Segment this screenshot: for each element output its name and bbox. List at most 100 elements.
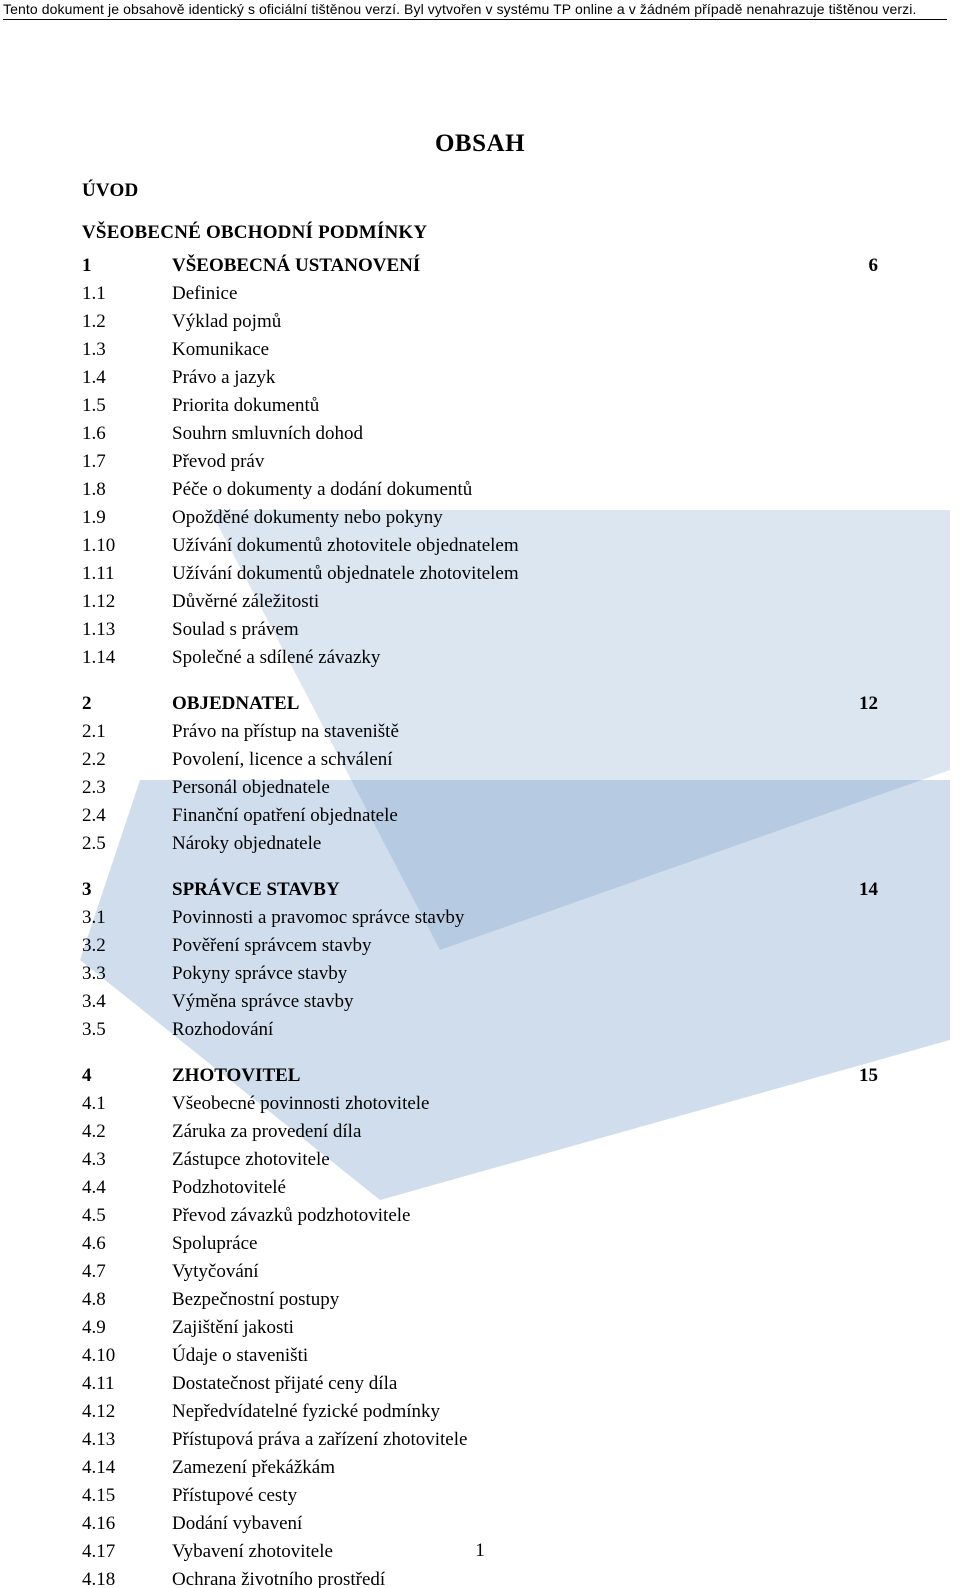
toc-item: 1.5Priorita dokumentů	[82, 392, 878, 420]
toc-item-label: Ochrana životního prostředí	[172, 1566, 838, 1588]
toc-item-label: Převod práv	[172, 448, 838, 476]
toc-item-label: Nároky objednatele	[172, 830, 838, 858]
toc-section-header: 1VŠEOBECNÁ USTANOVENÍ6	[82, 252, 878, 280]
toc-item: 4.11Dostatečnost přijaté ceny díla	[82, 1370, 878, 1398]
toc-item-label: Souhrn smluvních dohod	[172, 420, 838, 448]
toc-item-num: 4.7	[82, 1258, 172, 1286]
toc-item: 4.14Zamezení překážkám	[82, 1454, 878, 1482]
toc-item-label: Péče o dokumenty a dodání dokumentů	[172, 476, 838, 504]
toc-item: 4.9Zajištění jakosti	[82, 1314, 878, 1342]
content: OBSAH ÚVOD VŠEOBECNÉ OBCHODNÍ PODMÍNKY 1…	[0, 130, 960, 1588]
toc-item-label: Užívání dokumentů zhotovitele objednatel…	[172, 532, 838, 560]
toc-item-num: 1.14	[82, 644, 172, 672]
toc-item-label: Soulad s právem	[172, 616, 838, 644]
toc-item: 1.1Definice	[82, 280, 878, 308]
toc-item-num: 1.10	[82, 532, 172, 560]
toc-item-num: 4.10	[82, 1342, 172, 1370]
toc-page: 15	[838, 1062, 878, 1090]
toc-item-num: 1.8	[82, 476, 172, 504]
toc-item-label: Nepředvídatelné fyzické podmínky	[172, 1398, 838, 1426]
toc-item: 4.3Zástupce zhotovitele	[82, 1146, 878, 1174]
sub-heading: VŠEOBECNÉ OBCHODNÍ PODMÍNKY	[82, 222, 878, 244]
toc-item-label: Důvěrné záležitosti	[172, 588, 838, 616]
toc-item: 3.4Výměna správce stavby	[82, 988, 878, 1016]
toc-item-label: Komunikace	[172, 336, 838, 364]
toc-item-num: 4.17	[82, 1538, 172, 1566]
toc-item-label: Finanční opatření objednatele	[172, 802, 838, 830]
toc-item-num: 4.13	[82, 1426, 172, 1454]
toc-item-num: 4.14	[82, 1454, 172, 1482]
toc-item-label: Pokyny správce stavby	[172, 960, 838, 988]
toc-title: SPRÁVCE STAVBY	[172, 876, 838, 904]
toc-item-label: Výklad pojmů	[172, 308, 838, 336]
toc-item: 1.3Komunikace	[82, 336, 878, 364]
toc-title: OBJEDNATEL	[172, 690, 838, 718]
toc-item: 4.5Převod závazků podzhotovitele	[82, 1202, 878, 1230]
toc-item: 1.9Opožděné dokumenty nebo pokyny	[82, 504, 878, 532]
toc-section: 2OBJEDNATEL122.1Právo na přístup na stav…	[82, 690, 878, 858]
toc-item: 1.2Výklad pojmů	[82, 308, 878, 336]
toc-item-label: Výměna správce stavby	[172, 988, 838, 1016]
toc-item: 3.5Rozhodování	[82, 1016, 878, 1044]
toc-item-num: 1.6	[82, 420, 172, 448]
toc-item-label: Pověření správcem stavby	[172, 932, 838, 960]
toc-item-num: 4.1	[82, 1090, 172, 1118]
toc-item-num: 4.12	[82, 1398, 172, 1426]
toc-item-label: Všeobecné povinnosti zhotovitele	[172, 1090, 838, 1118]
toc-item-num: 3.5	[82, 1016, 172, 1044]
toc-num: 4	[82, 1062, 172, 1090]
toc-item-label: Povinnosti a pravomoc správce stavby	[172, 904, 838, 932]
toc-item: 4.16Dodání vybavení	[82, 1510, 878, 1538]
toc-item: 2.1Právo na přístup na staveniště	[82, 718, 878, 746]
toc-item: 4.2Záruka za provedení díla	[82, 1118, 878, 1146]
toc-item: 2.2Povolení, licence a schválení	[82, 746, 878, 774]
toc-item: 2.5Nároky objednatele	[82, 830, 878, 858]
toc-item-label: Spolupráce	[172, 1230, 838, 1258]
toc-item-num: 1.9	[82, 504, 172, 532]
toc-item-label: Právo na přístup na staveniště	[172, 718, 838, 746]
toc-item-label: Převod závazků podzhotovitele	[172, 1202, 838, 1230]
toc-item-label: Přístupové cesty	[172, 1482, 838, 1510]
toc-item-label: Přístupová práva a zařízení zhotovitele	[172, 1426, 838, 1454]
toc-item-num: 1.7	[82, 448, 172, 476]
toc-item-num: 3.4	[82, 988, 172, 1016]
toc-item-label: Definice	[172, 280, 838, 308]
toc-item-label: Vytyčování	[172, 1258, 838, 1286]
toc-item-label: Zástupce zhotovitele	[172, 1146, 838, 1174]
toc-item-num: 2.4	[82, 802, 172, 830]
toc-item-num: 1.3	[82, 336, 172, 364]
toc-item-num: 1.2	[82, 308, 172, 336]
toc-item-label: Užívání dokumentů objednatele zhotovitel…	[172, 560, 838, 588]
toc-item-num: 4.18	[82, 1566, 172, 1588]
toc-item-num: 2.3	[82, 774, 172, 802]
toc-item: 1.8Péče o dokumenty a dodání dokumentů	[82, 476, 878, 504]
toc-title: ZHOTOVITEL	[172, 1062, 838, 1090]
toc-item-label: Podzhotovitelé	[172, 1174, 838, 1202]
toc-item: 3.3Pokyny správce stavby	[82, 960, 878, 988]
toc-item: 1.10Užívání dokumentů zhotovitele objedn…	[82, 532, 878, 560]
toc-item-num: 3.1	[82, 904, 172, 932]
toc-item-label: Personál objednatele	[172, 774, 838, 802]
toc-page: 6	[838, 252, 878, 280]
toc-item-label: Zamezení překážkám	[172, 1454, 838, 1482]
toc-section-header: 2OBJEDNATEL12	[82, 690, 878, 718]
page: Tento dokument je obsahově identický s o…	[0, 0, 960, 1588]
toc-item: 4.18Ochrana životního prostředí	[82, 1566, 878, 1588]
toc-item: 4.6Spolupráce	[82, 1230, 878, 1258]
toc-page: 14	[838, 876, 878, 904]
toc-item-num: 4.11	[82, 1370, 172, 1398]
toc-item: 2.3Personál objednatele	[82, 774, 878, 802]
toc-item-num: 4.5	[82, 1202, 172, 1230]
toc-section-header: 3SPRÁVCE STAVBY14	[82, 876, 878, 904]
toc-item: 1.11Užívání dokumentů objednatele zhotov…	[82, 560, 878, 588]
toc-section-header: 4ZHOTOVITEL15	[82, 1062, 878, 1090]
toc-item: 4.7Vytyčování	[82, 1258, 878, 1286]
toc-item: 1.13Soulad s právem	[82, 616, 878, 644]
toc-item-num: 1.11	[82, 560, 172, 588]
toc-item-label: Záruka za provedení díla	[172, 1118, 838, 1146]
toc-item-num: 1.12	[82, 588, 172, 616]
toc-item: 4.12Nepředvídatelné fyzické podmínky	[82, 1398, 878, 1426]
toc-item: 3.1Povinnosti a pravomoc správce stavby	[82, 904, 878, 932]
toc-item: 4.1Všeobecné povinnosti zhotovitele	[82, 1090, 878, 1118]
toc-item: 4.4Podzhotovitelé	[82, 1174, 878, 1202]
